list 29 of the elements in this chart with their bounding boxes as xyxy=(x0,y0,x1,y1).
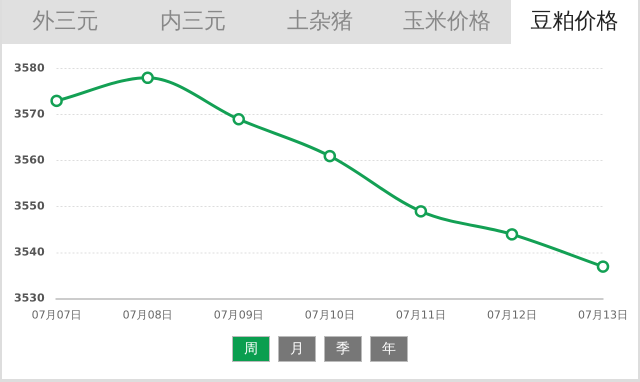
y-tick-label: 3540 xyxy=(14,246,45,259)
y-tick-label: 3570 xyxy=(14,108,45,120)
point xyxy=(596,260,610,273)
point xyxy=(50,94,63,108)
text: 内三元 xyxy=(129,0,256,44)
x-tick-label: 07月08日 xyxy=(122,308,173,322)
point xyxy=(232,112,245,126)
point xyxy=(414,205,428,218)
x-tick-label: 07月10日 xyxy=(304,308,355,322)
point xyxy=(141,72,154,84)
text: 土杂猪 xyxy=(256,0,384,44)
y-tick-label: 3560 xyxy=(14,154,45,167)
text: 外三元 xyxy=(2,0,130,44)
text: 周 xyxy=(232,336,270,362)
x-tick-label: 07月07日 xyxy=(32,308,82,322)
chart-title: 豆粕价格 xyxy=(510,0,638,44)
x-tick-label: 07月11日 xyxy=(396,308,446,322)
text: 年 xyxy=(370,336,408,362)
y-tick-label: 3550 xyxy=(14,200,45,213)
x-tick-label: 07月13日 xyxy=(578,308,628,322)
text: 月 xyxy=(278,336,316,362)
text: 玉米价格 xyxy=(384,0,511,44)
point xyxy=(324,150,336,162)
point xyxy=(506,228,518,241)
y-tick-label: 3580 xyxy=(14,61,45,74)
x-tick-label: 07月09日 xyxy=(214,308,264,322)
text: 季 xyxy=(324,336,362,362)
y-tick-label: 3530 xyxy=(14,292,45,305)
x-tick-label: 07月12日 xyxy=(486,308,537,322)
